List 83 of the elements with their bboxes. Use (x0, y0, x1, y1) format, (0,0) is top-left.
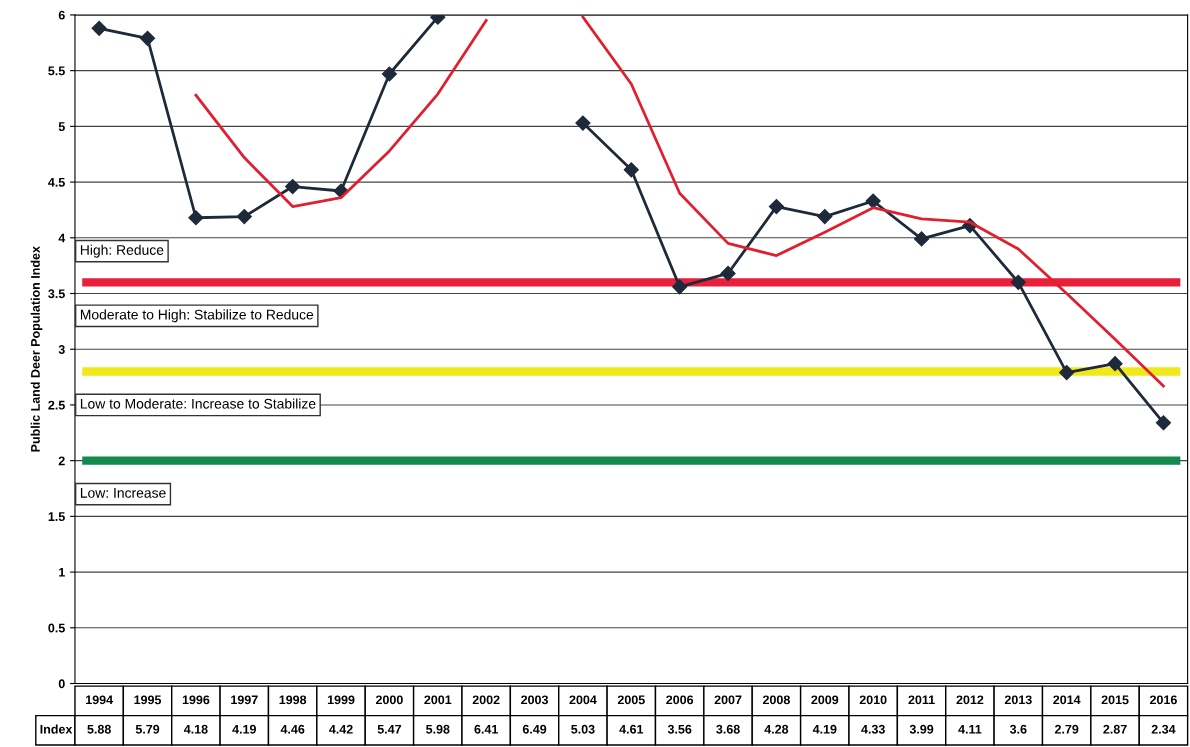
data-label: 2.79 (1054, 724, 1079, 734)
y-tick-label: 4 (58, 233, 66, 243)
x-tick-label: 2002 (472, 695, 500, 705)
y-tick-label: 2.5 (48, 400, 65, 410)
x-tick-label: 2013 (1004, 695, 1032, 705)
point (672, 279, 688, 295)
y-tick-label: 0.5 (48, 623, 65, 633)
data-label: 3.99 (909, 724, 934, 734)
x-tick-label: 2003 (521, 695, 548, 705)
x-tick-label: 1999 (327, 695, 355, 705)
y-tick-label: 2 (58, 456, 65, 466)
y-tick-label: 4.5 (48, 178, 65, 187)
x-tick-label: 2016 (1149, 695, 1177, 705)
point (575, 115, 591, 131)
y-tick-label: 5 (58, 122, 65, 132)
y-tick-label: 6 (58, 10, 65, 20)
data-label: 2.87 (1103, 724, 1127, 734)
data-label: 4.11 (958, 724, 982, 734)
data-label: 4.33 (861, 724, 885, 734)
data-label: 3.68 (716, 724, 740, 734)
x-tick-label: 2015 (1101, 695, 1129, 705)
x-tick-label: 1996 (182, 695, 210, 705)
point (817, 209, 833, 225)
x-tick-label: 1998 (279, 695, 307, 705)
point (236, 209, 252, 225)
y-tick-label: 3 (58, 345, 65, 354)
text: 6.49 (522, 724, 547, 734)
annotation: Low: Increase (80, 488, 166, 498)
point (381, 66, 397, 82)
data-label: 5.79 (135, 724, 160, 734)
annotation: Moderate to High: Stabilize to Reduce (80, 309, 314, 323)
point (623, 162, 639, 178)
data-label: 4.61 (619, 724, 644, 734)
x-tick-label: 2007 (714, 695, 742, 705)
data-label: 4.28 (764, 724, 789, 734)
y-tick-label: 0 (58, 679, 65, 689)
point (1059, 365, 1075, 381)
x-tick-label: 1997 (231, 695, 258, 705)
data-label: 5.98 (426, 724, 450, 734)
point (285, 178, 301, 195)
data-label: 4.19 (812, 724, 837, 734)
x-tick-label: 2010 (859, 695, 887, 705)
point (1010, 274, 1026, 290)
data-label: 2.34 (1151, 724, 1176, 734)
text: Index (40, 724, 73, 734)
data-label: 4.18 (183, 724, 208, 734)
point (913, 231, 930, 247)
point (139, 30, 156, 46)
x-tick-label: 1995 (134, 695, 162, 705)
data-label: 5.03 (571, 724, 595, 734)
annotation: High: Reduce (80, 244, 164, 258)
x-tick-label: 2009 (811, 695, 839, 705)
data-label: 3.56 (667, 724, 692, 734)
annotation: Low to Moderate: Increase to Stabilize (80, 398, 316, 409)
text: 6.41 (474, 724, 498, 734)
point (768, 199, 784, 215)
point (865, 193, 881, 209)
y-tick-label: 5.5 (48, 66, 65, 76)
x-tick-label: 2011 (908, 695, 935, 705)
x-tick-label: 2006 (666, 695, 694, 705)
x-tick-label: 2014 (1053, 695, 1081, 705)
data-label: 3.6 (1009, 724, 1027, 734)
data-label: 4.19 (232, 724, 256, 734)
y-tick-label: 1 (59, 568, 65, 577)
point (720, 265, 736, 282)
data-label: 4.42 (329, 724, 353, 734)
y-tick-label: 1.5 (48, 512, 65, 522)
data-label: 5.47 (377, 724, 402, 734)
point (91, 20, 107, 36)
data-label: 5.88 (87, 724, 111, 734)
point (1155, 415, 1172, 431)
x-tick-label: 2008 (762, 695, 790, 705)
y-axis-title: Public Land Deer Population Index (30, 246, 43, 452)
x-tick-label: 2000 (375, 695, 403, 705)
y-tick-label: 3.5 (48, 289, 65, 299)
x-tick-label: 1994 (86, 695, 113, 705)
x-tick-label: 2001 (424, 695, 452, 705)
x-tick-label: 2005 (617, 695, 645, 705)
x-tick-label: 2012 (956, 695, 984, 705)
point (188, 210, 204, 226)
point (1107, 356, 1123, 372)
data-label: 4.46 (280, 724, 305, 734)
x-tick-label: 2004 (569, 695, 597, 705)
